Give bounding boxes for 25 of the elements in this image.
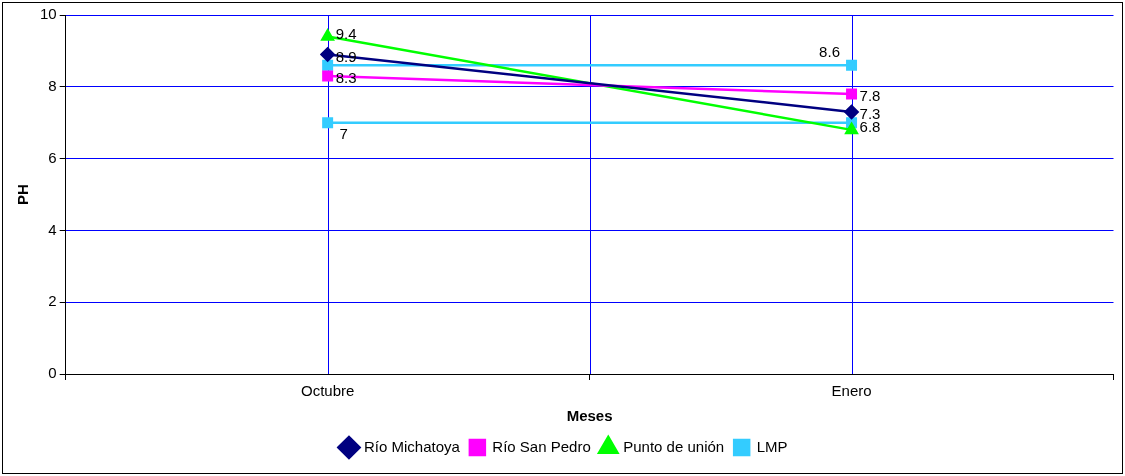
point bbox=[846, 88, 858, 100]
y-tick-label: 6 bbox=[48, 148, 57, 166]
point bbox=[322, 117, 334, 129]
data-label: 8.6 bbox=[819, 43, 840, 61]
y-tick-label: 2 bbox=[48, 292, 57, 310]
legend-label: Río San Pedro bbox=[492, 437, 591, 455]
x-axis-title: Meses bbox=[566, 407, 613, 425]
legend-label: LMP bbox=[756, 437, 788, 455]
point bbox=[846, 59, 858, 71]
x-tick-label: Enero bbox=[831, 382, 872, 400]
point bbox=[322, 70, 334, 82]
point bbox=[322, 59, 334, 71]
y-tick-label: 4 bbox=[48, 220, 57, 238]
y-tick-label: 10 bbox=[40, 5, 57, 23]
point bbox=[320, 47, 335, 62]
y-tick-label: 8 bbox=[48, 76, 57, 94]
y-axis-title: PH bbox=[14, 184, 32, 205]
x-tick-label: Octubre bbox=[300, 382, 355, 400]
data-label: 7 bbox=[339, 124, 348, 142]
legend-label: Río Michatoya bbox=[363, 437, 461, 455]
data-label: 9.4 bbox=[335, 24, 357, 42]
y-tick-label: 0 bbox=[48, 364, 57, 382]
legend-label: Punto de unión bbox=[623, 437, 725, 455]
point bbox=[844, 104, 859, 120]
data-label: 7.8 bbox=[859, 87, 881, 105]
